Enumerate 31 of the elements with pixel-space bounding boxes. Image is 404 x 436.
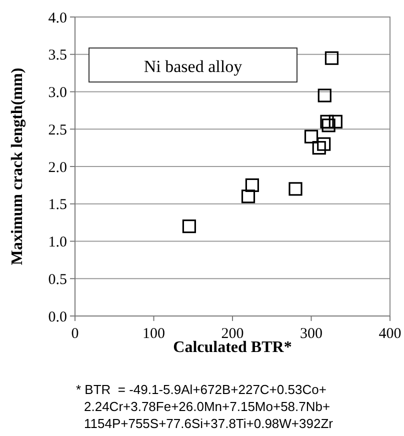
y-tick-label: 1.5 — [48, 197, 67, 214]
text: * BTR = -49.1-5.9Al+672B+227C+0.53Co+ 2.24Cr+3.78Fe+26.0Mn+7.15Mo+58.7Nb+ 1154P+755S+77.6Si+37.8Ti+0.98W+392Zr — [76, 382, 334, 431]
point — [328, 114, 342, 128]
y-tick-label: 0.5 — [48, 272, 67, 288]
text-box: Ni based alloy — [88, 48, 298, 82]
y-tick-label: 1.0 — [48, 234, 67, 250]
point — [245, 178, 259, 192]
point — [322, 118, 336, 132]
x-tick-label: 300 — [300, 326, 322, 342]
annotation: Ni based alloy — [144, 56, 243, 76]
y-tick-label: 2.0 — [48, 160, 67, 176]
point — [182, 220, 196, 234]
y-tick-label: 3.5 — [48, 48, 67, 64]
point — [304, 130, 318, 144]
point — [320, 114, 334, 128]
x-tick-label: 100 — [142, 326, 165, 342]
point — [324, 51, 339, 65]
y-axis-title: Maximum crack length(mm) — [9, 68, 26, 266]
point — [288, 182, 302, 196]
x-axis-title: Calculated BTR* — [173, 339, 292, 356]
point — [241, 190, 256, 204]
x-tick-label: 0 — [71, 326, 79, 342]
y-tick-label: 0.0 — [48, 309, 67, 326]
point — [318, 88, 332, 102]
x-tick-label: 400 — [378, 326, 402, 342]
y-tick-label: 2.5 — [48, 122, 67, 138]
x-tick-label: 200 — [221, 326, 244, 342]
point — [312, 141, 326, 155]
point — [317, 137, 331, 151]
y-tick-label: 3.0 — [48, 85, 67, 101]
y-tick-label: 4.0 — [48, 10, 67, 26]
